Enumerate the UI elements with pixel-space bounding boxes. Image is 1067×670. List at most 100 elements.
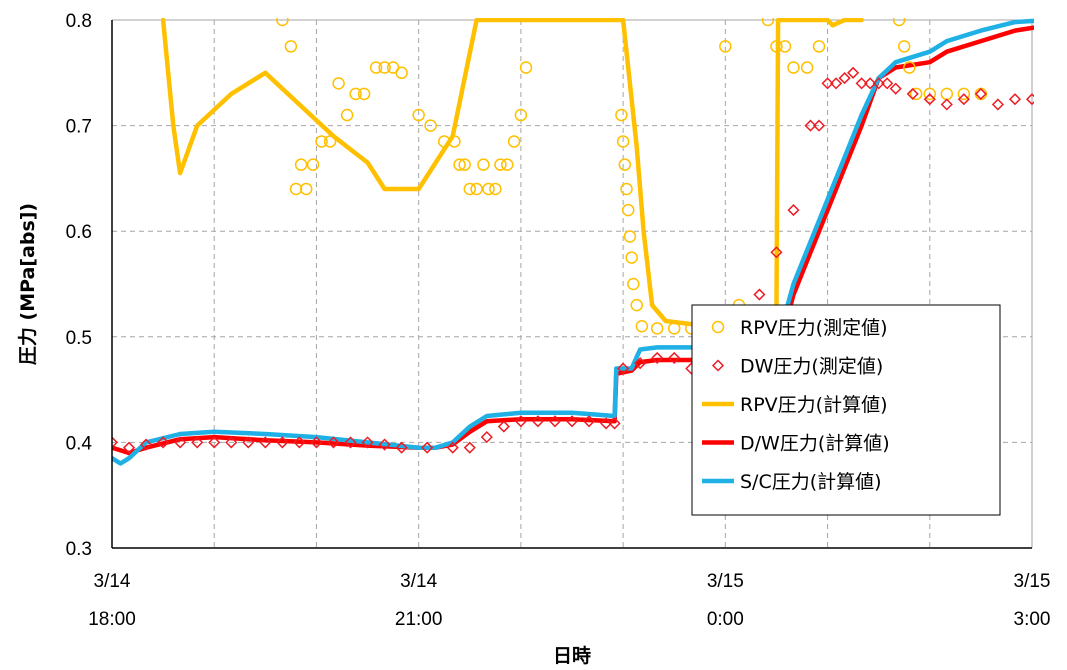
- legend-label-dw-calc: D/W圧力(計算値): [740, 433, 890, 455]
- x-tick-time: 21:00: [395, 609, 443, 630]
- rpv-measured-point: [477, 158, 490, 171]
- dw-measured-point: [480, 431, 493, 444]
- dw-measured-point: [191, 436, 204, 449]
- rpv-measured-point: [627, 277, 640, 291]
- rpv-measured-point: [294, 158, 308, 171]
- dw-measured-point: [1008, 93, 1022, 106]
- legend-label-rpv-measured: RPV圧力(測定値): [740, 317, 887, 339]
- dw-measured-point: [548, 415, 562, 428]
- rpv-measured-point: [770, 40, 783, 53]
- legend-box: [691, 304, 1001, 516]
- dw-measured-point: [889, 82, 902, 95]
- dw-measured-point: [830, 77, 843, 90]
- series-layer: [112, 18, 1034, 466]
- dw-measured-point: [531, 415, 544, 428]
- rpv-measured-point: [357, 87, 371, 101]
- rpv-measured-point: [923, 87, 937, 101]
- legend-label-rpv-calc: RPV圧力(計算値): [740, 394, 887, 416]
- rpv-measured-point: [620, 182, 633, 196]
- y-tick-label: 0.6: [66, 222, 92, 243]
- legend-symbol-rpv-measured: [711, 320, 725, 334]
- x-axis-title: 日時: [553, 645, 591, 667]
- dw-measured-point: [991, 98, 1004, 111]
- dw-measured-point: [446, 441, 459, 454]
- dw-measured-point: [600, 417, 613, 430]
- rpv-measured-point: [332, 77, 345, 90]
- y-tick-label: 0.8: [66, 11, 92, 32]
- y-tick-label: 0.7: [66, 117, 92, 138]
- dw-measured-point: [753, 288, 766, 301]
- rpv-measured-point: [616, 135, 630, 148]
- dw-measured-point: [293, 436, 306, 449]
- rpv-measured-point: [761, 18, 775, 27]
- dw-measured-point: [514, 415, 527, 428]
- dw-measured-point: [940, 98, 953, 111]
- dw-measured-point: [872, 77, 885, 90]
- rpv-measured-point: [501, 158, 514, 171]
- x-tick-date: 3/14: [94, 571, 131, 592]
- dw-measured-point: [378, 438, 391, 451]
- dw-measured-point: [1025, 93, 1034, 106]
- x-tick-time: 0:00: [707, 609, 744, 630]
- rpv-measured-point: [289, 182, 303, 196]
- rpv-measured-point: [284, 40, 298, 53]
- dw-measured-point: [497, 420, 510, 433]
- dw-measured-point: [668, 351, 681, 364]
- rpv-measured-point: [369, 61, 383, 74]
- rpv-measured-point: [667, 322, 681, 335]
- y-tick-label: 0.3: [66, 539, 92, 560]
- rpv-measured-point: [482, 182, 495, 196]
- rpv-measured-point: [787, 61, 800, 74]
- rpv-measured-point: [812, 40, 826, 53]
- dw-measured-point: [327, 436, 340, 449]
- dw-measured-point: [112, 436, 119, 449]
- rpv-measured-point: [489, 182, 502, 196]
- dw-measured-point: [634, 357, 647, 370]
- rpv-measured-point: [276, 18, 289, 27]
- dw-measured-point: [122, 441, 136, 454]
- dw-measured-point: [974, 87, 987, 100]
- dw-measured-point: [361, 436, 374, 449]
- rpv-measured-point: [957, 87, 971, 101]
- legend: RPV圧力(測定値) DW圧力(測定値) RPV圧力(計算値) D/W圧力(計算値) S…: [691, 304, 1001, 516]
- y-tick-labels: 0.3 0.4 0.5 0.6 0.7 0.8: [66, 11, 93, 560]
- rpv-measured-point: [650, 322, 664, 335]
- dw-measured-point: [344, 436, 357, 449]
- dw-measured-point: [208, 436, 221, 449]
- dw-measured-point: [881, 77, 894, 90]
- rpv-measured-point: [892, 18, 906, 27]
- rpv-measured-point: [437, 135, 451, 148]
- x-tick-time: 3:00: [1014, 609, 1051, 630]
- dw-measured-point: [804, 119, 817, 132]
- rpv-measured-point: [340, 108, 354, 122]
- series-line: [160, 18, 864, 327]
- dw-measured-point: [463, 441, 476, 454]
- rpv-measured-point: [719, 40, 732, 53]
- dw-measured-point: [812, 119, 826, 132]
- rpv-measured-point: [458, 158, 471, 171]
- dw-measured-point: [310, 436, 323, 449]
- rpv-measured-point: [897, 40, 911, 53]
- rpv-measured-point: [470, 182, 483, 196]
- rpv-measured-point: [306, 158, 320, 171]
- dw-measured-point: [242, 436, 255, 449]
- legend-label-dw-measured: DW圧力(測定値): [740, 356, 883, 378]
- rpv-measured-point: [940, 87, 954, 101]
- legend-label-sc-calc: S/C圧力(計算値): [740, 471, 882, 493]
- x-tick-date: 3/15: [1014, 571, 1051, 592]
- rpv-measured-point: [378, 61, 391, 74]
- dw-measured-point: [582, 415, 596, 428]
- series-line: [112, 18, 1034, 466]
- rpv-measured-point: [635, 319, 649, 333]
- dw-measured-point: [787, 204, 800, 217]
- dw-measured-point: [617, 362, 630, 375]
- dw-measured-point: [259, 436, 272, 449]
- dw-measured-point: [855, 77, 868, 90]
- dw-measured-point: [821, 77, 834, 90]
- dw-measured-point: [565, 415, 579, 428]
- x-tick-labels: 3/14 18:00 3/14 21:00 3/15 0:00 3/15 3:00: [88, 571, 1050, 630]
- rpv-measured-point: [514, 108, 528, 122]
- rpv-measured-point: [448, 135, 461, 148]
- rpv-measured-point: [618, 158, 632, 171]
- rpv-measured-point: [299, 182, 313, 196]
